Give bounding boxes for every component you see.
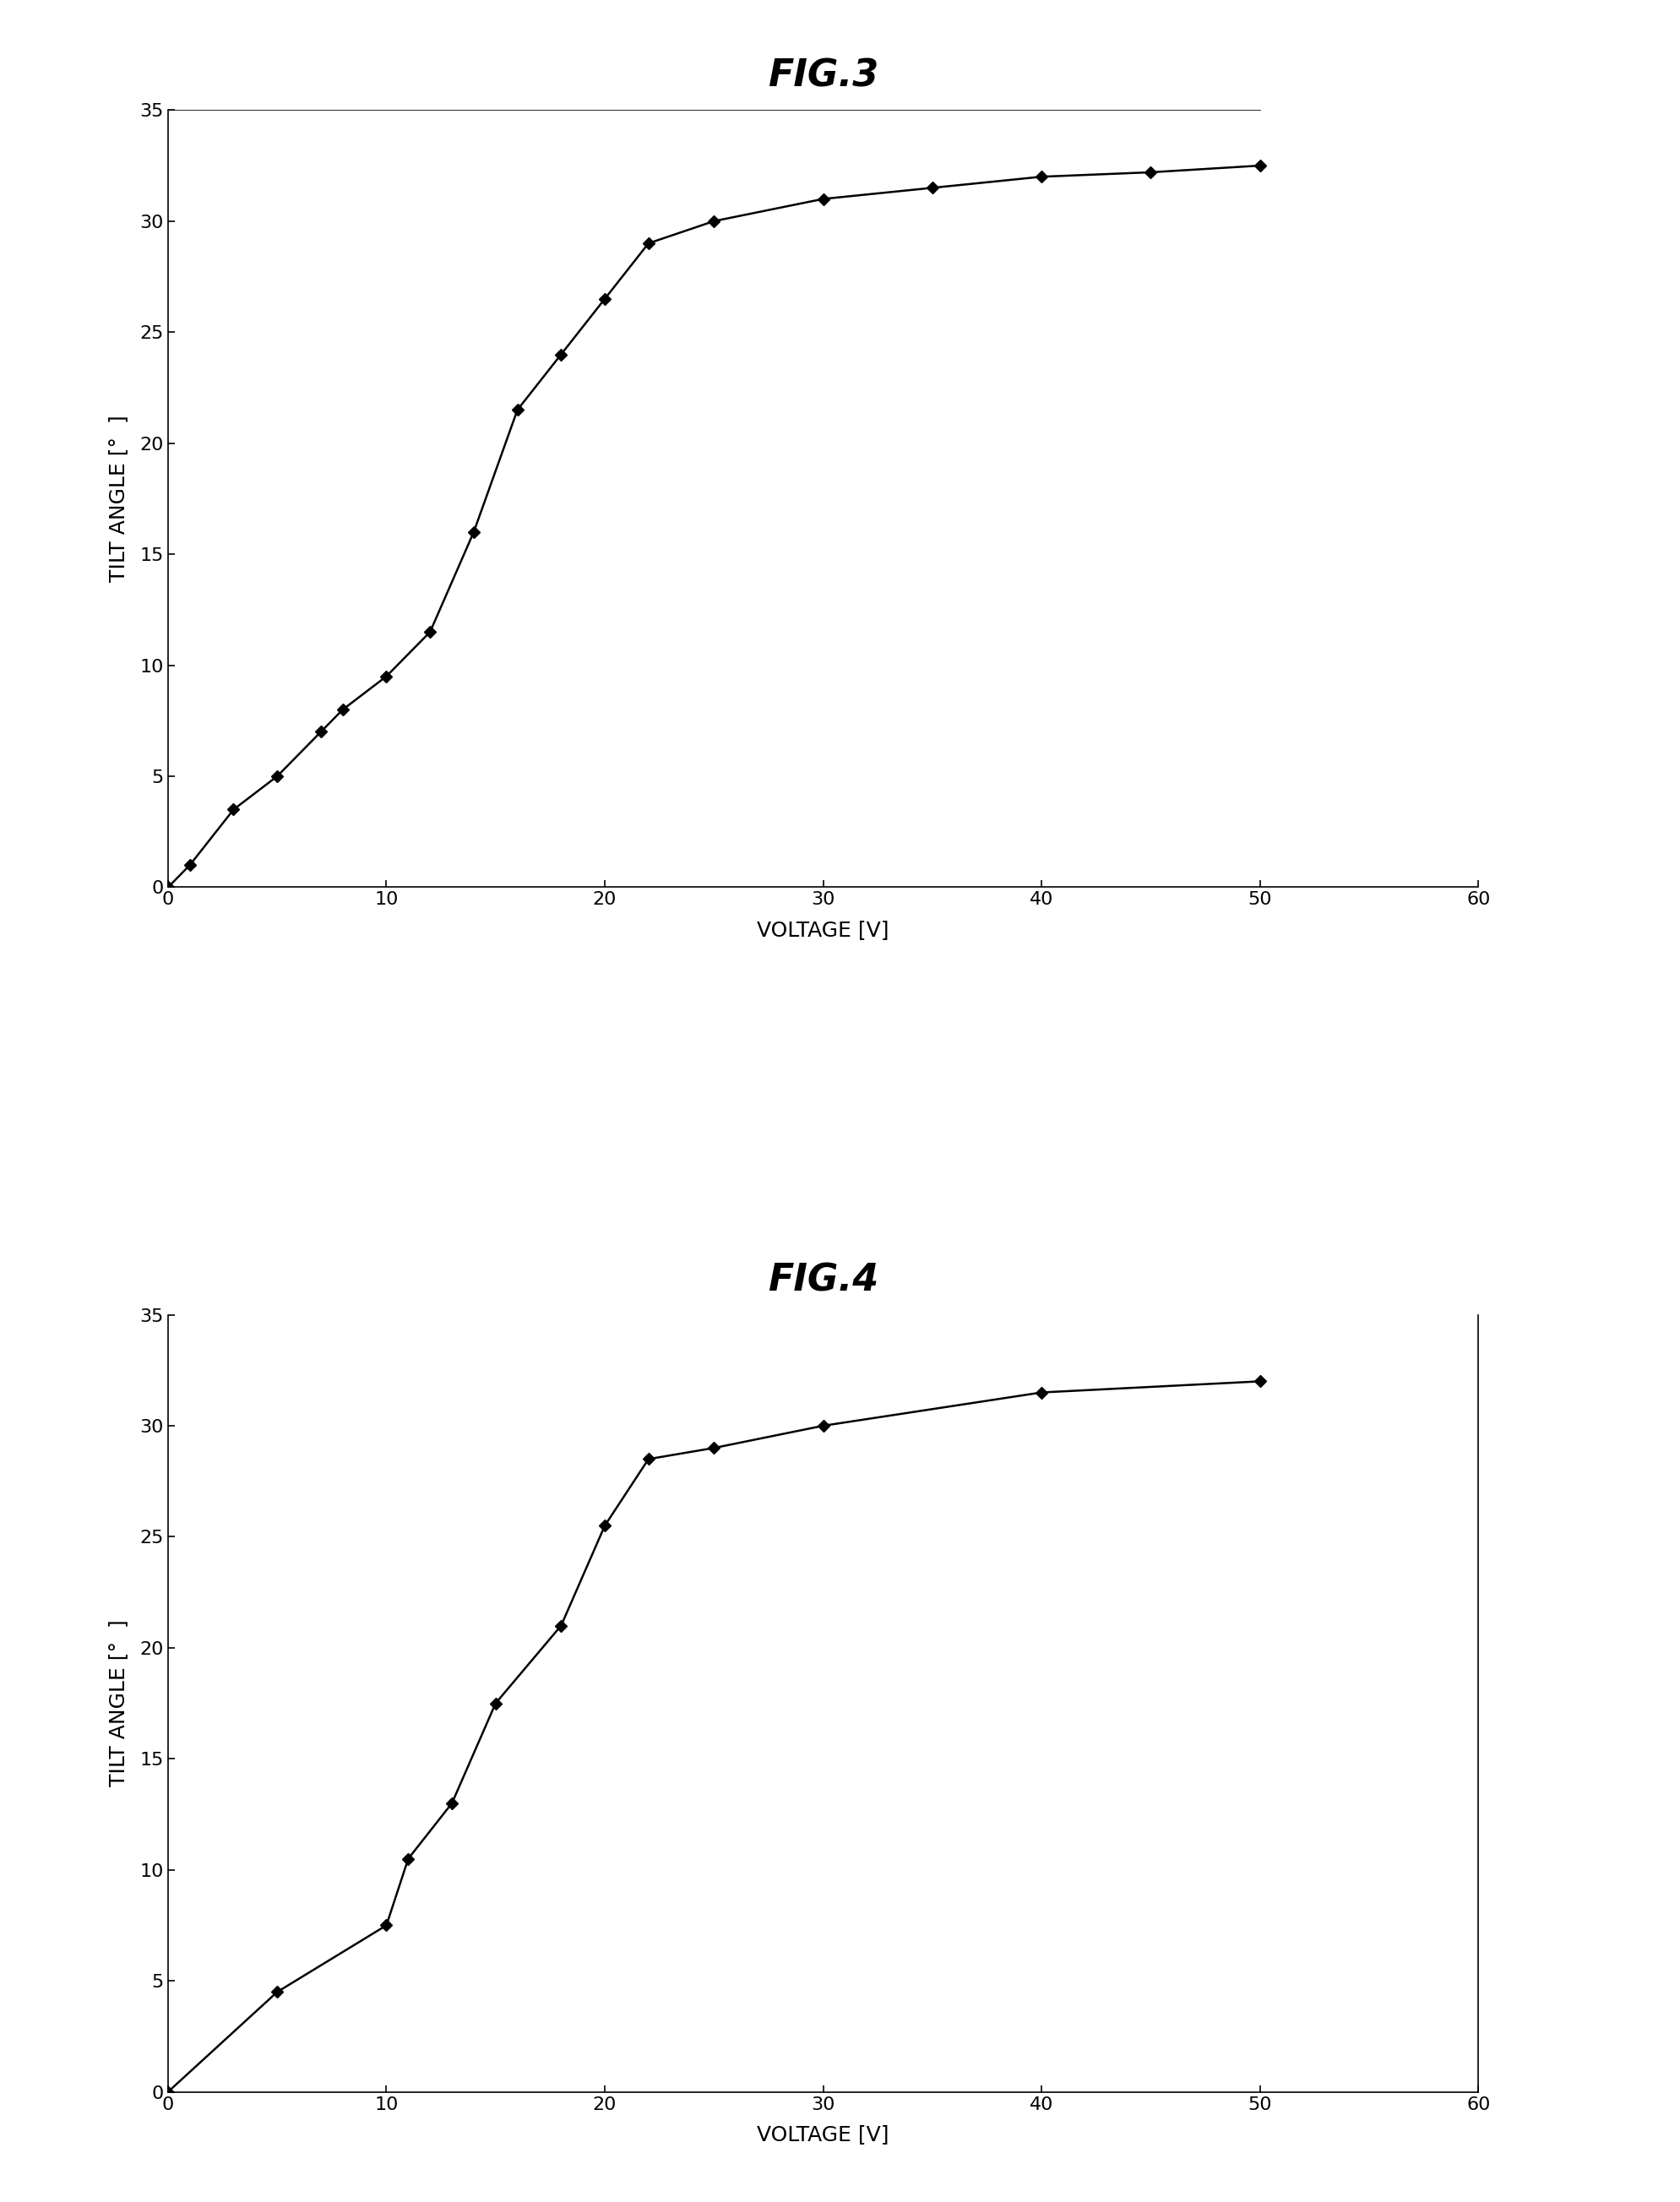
Title: FIG.3: FIG.3 [768,57,879,95]
X-axis label: VOLTAGE [V]: VOLTAGE [V] [758,920,889,940]
X-axis label: VOLTAGE [V]: VOLTAGE [V] [758,2125,889,2145]
Y-axis label: TILT ANGLE [°  ]: TILT ANGLE [° ] [108,416,128,581]
Title: FIG.4: FIG.4 [768,1262,879,1299]
Y-axis label: TILT ANGLE [°  ]: TILT ANGLE [° ] [108,1621,128,1786]
